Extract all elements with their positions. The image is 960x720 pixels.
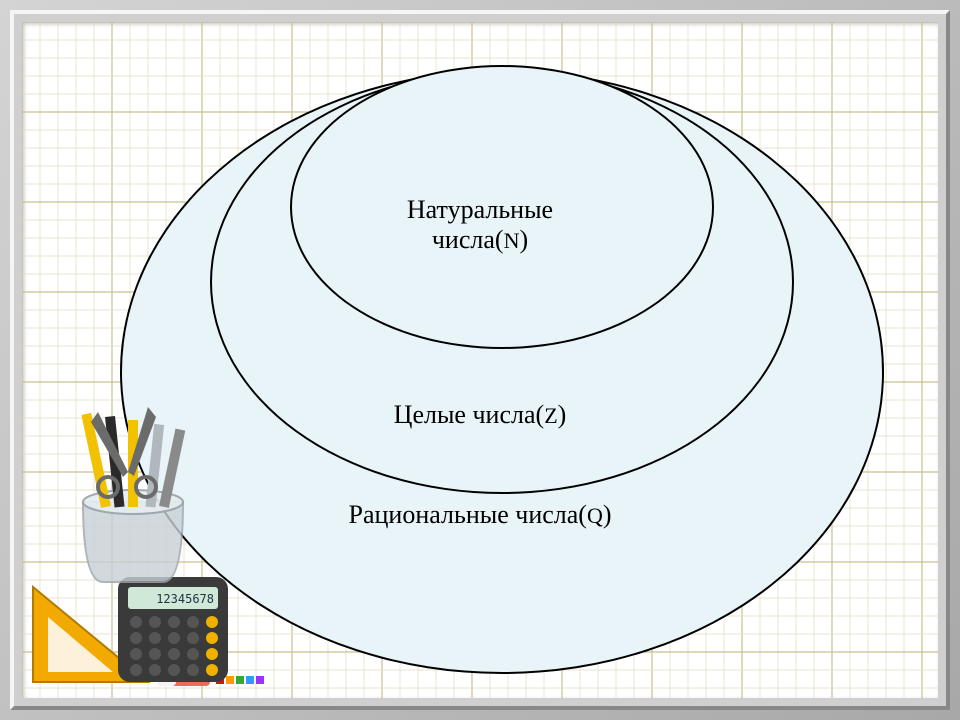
frame-outer: Рациональные числа(Q) Целые числа(Z) Натур…	[0, 0, 960, 720]
label-Z: Целые числа(Z)	[22, 400, 938, 430]
label-N: Натуральныечисла(N)	[22, 195, 938, 255]
diagram-layer: Рациональные числа(Q) Целые числа(Z) Натур…	[22, 22, 938, 698]
frame-inner: Рациональные числа(Q) Целые числа(Z) Натур…	[22, 22, 938, 698]
label-Q: Рациональные числа(Q)	[22, 500, 938, 530]
